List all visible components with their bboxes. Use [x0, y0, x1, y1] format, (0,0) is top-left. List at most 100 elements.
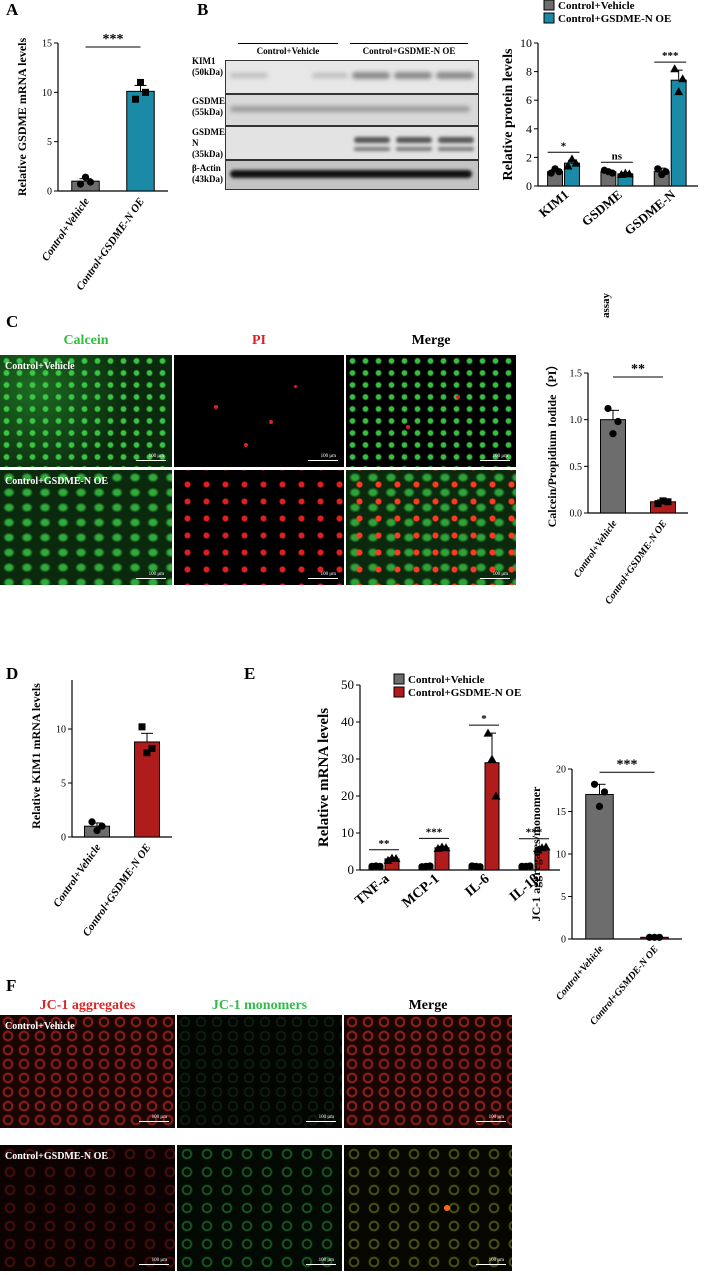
scale-bar-label: 100 μm: [488, 1115, 504, 1120]
f-row-label-oe: Control+GSDME-N OE: [5, 1151, 109, 1162]
panel-label-b: B: [197, 0, 209, 19]
c-header-calcein: Calcein: [63, 333, 109, 348]
data-point: [98, 822, 106, 830]
scale-bar-label: 100 μm: [151, 1258, 167, 1263]
blot-label-kim1: KIM1: [192, 56, 216, 66]
legend-label: Control+Vehicle: [558, 0, 635, 12]
blot-size-gsdme: (55kDa): [192, 107, 223, 117]
micrograph-f-monomers-oe: 100 μm: [177, 1145, 342, 1271]
data-point: [555, 168, 563, 176]
data-point: [93, 826, 101, 835]
blot-group-oe: Control+GSDME-N OE: [362, 46, 456, 56]
y-axis-label: Relative GSDME mRNA levels: [15, 38, 29, 197]
y-tick-label: 50: [341, 677, 354, 692]
c-header-pi: PI: [252, 333, 266, 348]
y-axis-label: Calcein/Propidium Iodide（PI）: [544, 359, 559, 528]
micrograph-f-monomers-vehicle: 100 μm: [177, 1015, 342, 1128]
data-point: [567, 154, 577, 163]
y-tick-label: 0: [561, 935, 566, 946]
micrograph-f-merge-vehicle: 100 μm: [344, 1015, 512, 1128]
data-point: [487, 754, 497, 763]
y-tick-label: 0: [348, 862, 355, 877]
data-point: [533, 845, 543, 854]
y-tick-label: 5: [47, 137, 52, 148]
c-row-label-vehicle: Control+Vehicle: [5, 361, 75, 372]
significance-label: ***: [617, 757, 638, 772]
data-point: [609, 430, 617, 438]
micrograph-c-pi-oe: 100 μm: [174, 470, 344, 585]
significance-label: *: [561, 140, 567, 152]
significance-label: *: [481, 713, 487, 725]
data-point: [76, 180, 85, 188]
y-axis-label: Relative protein levels: [501, 48, 516, 180]
legend-label: Control+GSDME-N OE: [408, 687, 521, 699]
panel-label-f: F: [6, 976, 17, 995]
blot-label-gsdme-n: GSDME-N: [192, 127, 228, 148]
data-point: [604, 404, 612, 413]
x-tick-label: IL-6: [463, 872, 493, 900]
scale-bar-label: 100 μm: [151, 1115, 167, 1120]
x-tick-label: Control+Vehicle: [40, 196, 92, 264]
legend-label: Control+GSDME-N OE: [558, 13, 671, 25]
panel-label-c: C: [6, 312, 19, 331]
y-tick-label: 10: [42, 88, 52, 99]
blot-label-actin: β-Actin: [192, 163, 221, 173]
y-tick-label: 10: [556, 850, 566, 861]
data-point: [148, 744, 156, 752]
data-point: [645, 933, 654, 941]
data-point: [571, 158, 581, 167]
data-point: [88, 818, 96, 826]
data-point: [674, 87, 684, 96]
x-tick-label: TNF-a: [353, 872, 393, 909]
y-tick-label: 40: [341, 714, 354, 729]
bar-control-gsdme-n-oe: [126, 90, 155, 192]
y-tick-label: 5: [61, 779, 66, 790]
micrograph-c-merge-vehicle: 100 μm: [346, 355, 516, 467]
y-tick-label: 15: [42, 39, 52, 50]
blot-size-actin: (43kDa): [192, 174, 223, 184]
data-point: [650, 933, 659, 941]
y-tick-label: 1.5: [570, 369, 583, 380]
significance-label: ns: [612, 150, 623, 162]
y-tick-label: 6: [526, 93, 532, 107]
legend-swatch: [543, 0, 555, 11]
y-tick-label: 10: [520, 36, 532, 50]
y-tick-label: 20: [341, 788, 354, 803]
data-point: [441, 843, 451, 852]
blot-label-gsdme: GSDME: [192, 96, 226, 106]
y-axis-label: Relative mRNA levels: [316, 708, 332, 847]
significance-label: **: [631, 362, 645, 377]
micrograph-f-merge-oe: 100 μm: [344, 1145, 512, 1271]
y-tick-label: 0: [526, 179, 532, 193]
y-tick-label: 10: [56, 725, 66, 736]
x-tick-label: KIM1: [536, 187, 572, 220]
data-point: [132, 95, 139, 103]
blot-strip-actin: [225, 160, 479, 190]
scale-bar-label: 100 μm: [492, 572, 508, 577]
scale-bar-label: 100 μm: [320, 454, 336, 459]
data-point: [476, 863, 484, 871]
significance-label: **: [379, 838, 391, 850]
blot-strip-gsdme: [225, 94, 479, 126]
y-tick-label: 0.5: [570, 462, 583, 473]
data-point: [670, 64, 680, 73]
bar-il-6-oe: [484, 762, 500, 871]
scale-bar-label: 100 μm: [148, 454, 164, 459]
legend-label: Control+Vehicle: [408, 674, 485, 686]
scale-bar-label: 100 μm: [320, 572, 336, 577]
data-point: [563, 161, 573, 170]
micrograph-f-aggregates-vehicle: Control+Vehicle 100 μm: [0, 1015, 175, 1128]
y-tick-label: 0: [61, 833, 66, 844]
c-side-note: assay: [600, 292, 612, 318]
data-point: [426, 862, 434, 870]
data-point: [383, 855, 393, 864]
western-blot: Control+Vehicle Control+GSDME-N OE KIM1 …: [192, 20, 480, 190]
x-tick-label: MCP-1: [400, 872, 443, 910]
blot-group-vehicle: Control+Vehicle: [256, 46, 320, 56]
data-point: [81, 173, 90, 181]
y-tick-label: 30: [341, 751, 354, 766]
x-tick-label: Control+Vehicle: [554, 943, 606, 1002]
scale-bar-label: 100 μm: [492, 454, 508, 459]
